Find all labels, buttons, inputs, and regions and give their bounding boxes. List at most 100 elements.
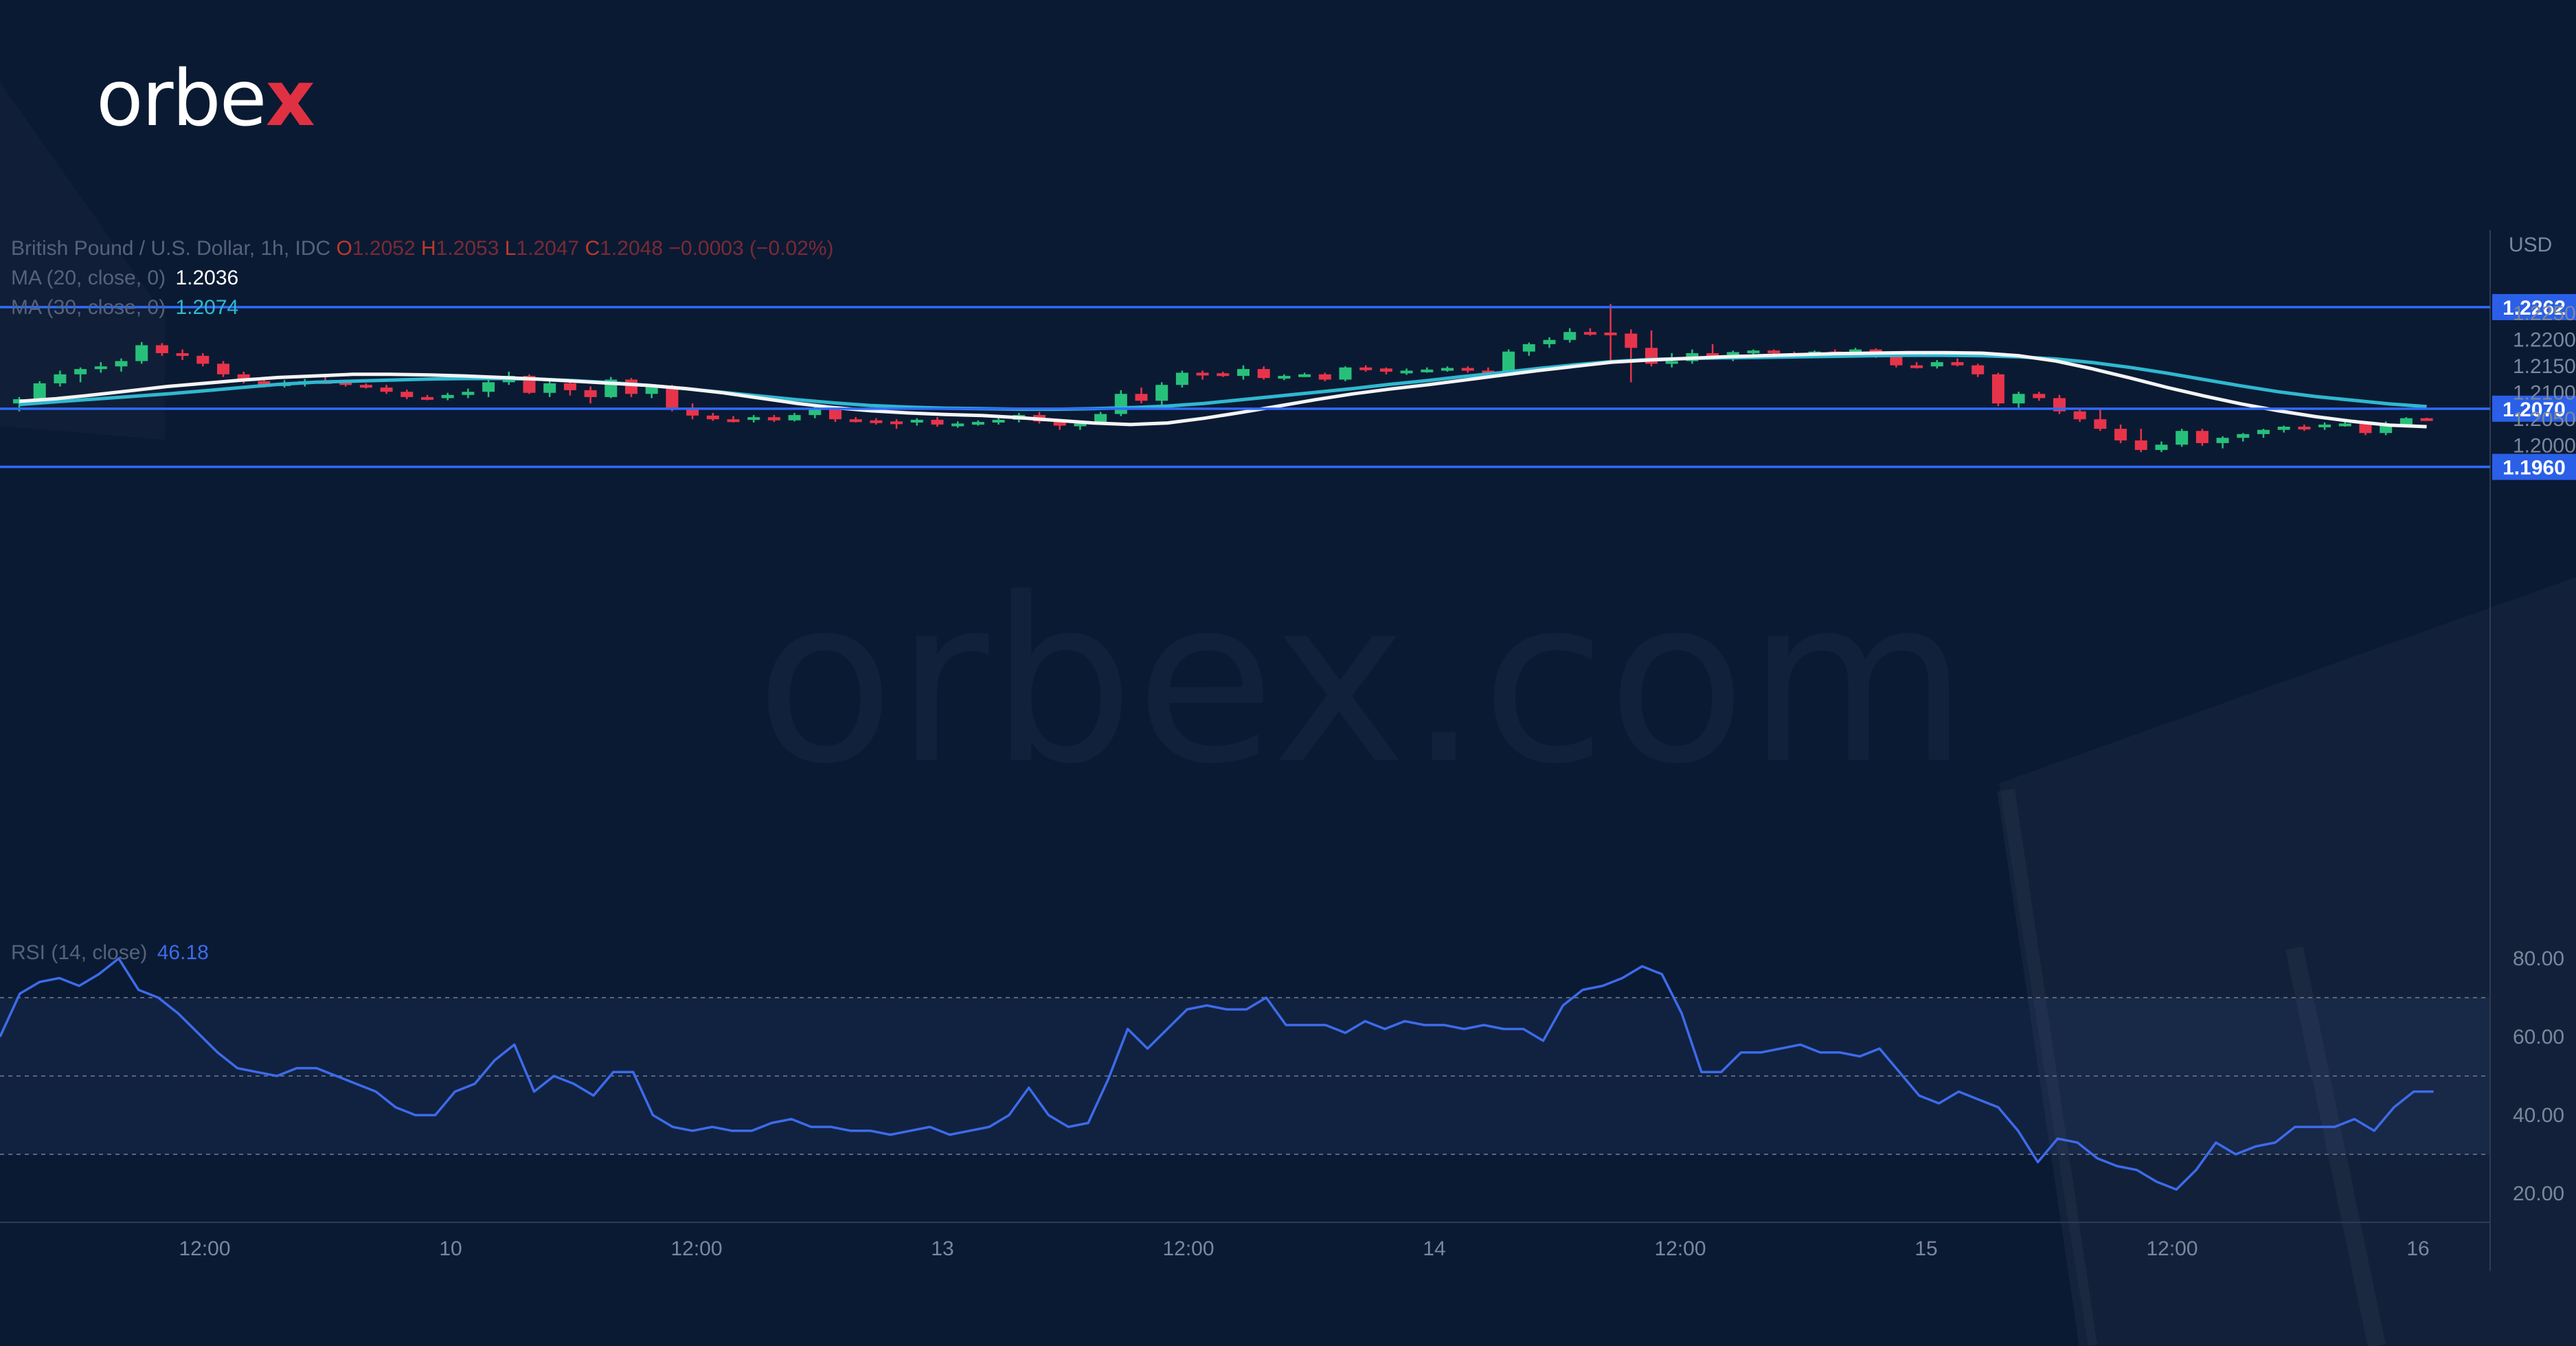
candle-body: [2216, 438, 2229, 443]
candle-body: [482, 382, 495, 392]
candle: [2012, 392, 2025, 409]
watermark: orbex.com: [756, 550, 1970, 814]
rsi-tick-label: 40.00: [2513, 1104, 2564, 1127]
candle-body: [1849, 349, 1862, 353]
candle-body: [1135, 394, 1148, 401]
candle-body: [1482, 370, 1495, 374]
candle: [400, 390, 414, 399]
time-tick-label: 13: [931, 1237, 953, 1260]
ma-20-line: [19, 350, 2427, 429]
ma20-label: MA (20, close, 0): [11, 267, 166, 289]
candle: [135, 341, 148, 364]
candle: [849, 417, 862, 423]
candle: [2237, 433, 2250, 442]
grid: [0, 230, 2491, 1271]
open-value: 1.2052: [352, 237, 416, 260]
candle: [1583, 328, 1596, 336]
price-tick-label: 1.2100: [2513, 382, 2576, 405]
candle-body: [788, 415, 801, 420]
candle: [196, 352, 210, 367]
candle-body: [829, 410, 841, 420]
candle-body: [971, 422, 984, 425]
candle-body: [706, 415, 719, 420]
candle-body: [1583, 332, 1596, 335]
rsi-line: [0, 957, 2434, 1191]
candle: [890, 419, 903, 429]
candle-body: [1747, 350, 1760, 354]
candle-body: [543, 383, 556, 393]
candle-body: [951, 423, 964, 427]
candles: [13, 304, 2433, 452]
candle: [1278, 374, 1291, 381]
candle-body: [2257, 429, 2270, 434]
candle: [1217, 371, 1230, 377]
candle-body: [33, 383, 46, 399]
candle: [217, 361, 229, 377]
candle-body: [1237, 369, 1250, 377]
candle-body: [237, 374, 250, 381]
ma20-value: 1.2036: [175, 267, 239, 289]
candle-body: [2155, 445, 2168, 450]
candle: [1910, 362, 1923, 369]
candle-body: [645, 386, 658, 394]
candle: [2134, 429, 2147, 452]
rsi-label: RSI (14, close): [11, 941, 148, 964]
candle: [1991, 372, 2004, 406]
orbex-logo: orbex: [96, 60, 315, 137]
ma30-value: 1.2074: [175, 296, 239, 319]
candle: [1563, 328, 1577, 343]
ma30-label: MA (30, close, 0): [11, 296, 166, 319]
ma20-legend: MA (20, close, 0) 1.2036: [11, 267, 238, 290]
candle: [2338, 421, 2351, 427]
candle: [870, 418, 883, 425]
time-tick-label: 12:00: [1162, 1237, 1214, 1260]
candle-body: [2298, 427, 2311, 430]
candle-body: [2073, 411, 2086, 420]
candle: [115, 358, 128, 372]
candle-body: [1971, 365, 1985, 374]
open-label: O: [336, 237, 352, 260]
candle-body: [686, 407, 699, 416]
high-value: 1.2053: [436, 237, 499, 260]
candle: [2277, 425, 2290, 433]
candle: [2420, 417, 2433, 421]
candle-body: [2114, 429, 2127, 441]
high-label: H: [421, 237, 436, 260]
candle-body: [1951, 362, 1964, 366]
candle-body: [1217, 373, 1230, 377]
price-tick-label: 1.2200: [2513, 329, 2576, 352]
candle: [359, 383, 372, 389]
candle: [686, 403, 699, 420]
candle: [584, 386, 597, 404]
candle-body: [196, 355, 210, 364]
time-tick-label: 16: [2406, 1237, 2429, 1260]
level-tag-label: 1.2070: [2502, 399, 2566, 421]
candle-body: [1196, 372, 1209, 376]
candle: [910, 418, 923, 426]
candle-body: [2318, 424, 2331, 427]
candle: [1400, 368, 1413, 375]
price-tick-label: 1.2150: [2513, 355, 2576, 378]
level-tag: [2492, 453, 2576, 480]
candle: [2033, 392, 2046, 401]
horizontal-levels[interactable]: 1.2262 1.2070 1.1960: [0, 294, 2576, 480]
price-tick-label: 1.2000: [2513, 435, 2576, 458]
candle: [1298, 372, 1311, 377]
candle-body: [2420, 418, 2433, 421]
candle: [1461, 366, 1474, 373]
candle-body: [910, 420, 923, 423]
candle: [1135, 388, 1148, 404]
candle-body: [1522, 344, 1535, 352]
rsi-tick-label: 60.00: [2513, 1026, 2564, 1048]
candle: [829, 407, 841, 423]
candle-body: [1930, 362, 1943, 367]
candle: [462, 388, 475, 399]
rsi-legend: RSI (14, close) 46.18: [11, 941, 209, 965]
candle-body: [2359, 423, 2372, 434]
candle: [1971, 363, 1985, 377]
time-tick-label: 14: [1423, 1237, 1445, 1260]
candle-body: [1461, 368, 1474, 371]
candle: [2298, 424, 2311, 431]
time-tick-label: 10: [439, 1237, 462, 1260]
